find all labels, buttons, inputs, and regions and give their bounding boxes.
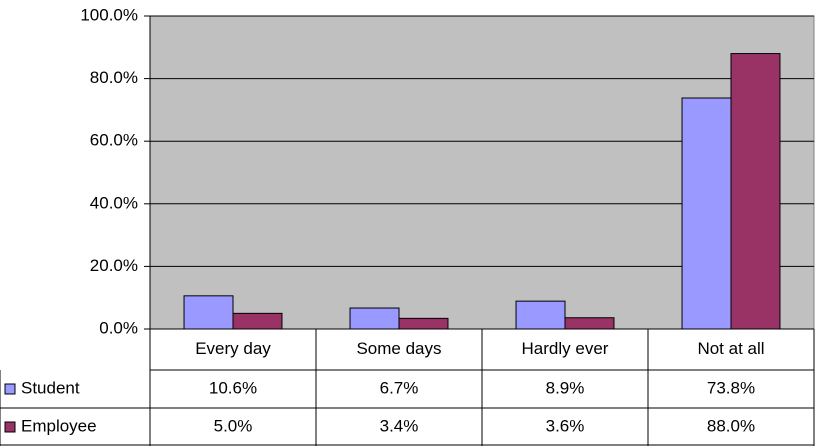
x-tick-label: Every day bbox=[195, 339, 271, 358]
y-tick-label: 0.0% bbox=[99, 318, 138, 337]
legend-label: Employee bbox=[21, 416, 97, 435]
x-tick-label: Not at all bbox=[697, 339, 764, 358]
data-table-cell: 6.7% bbox=[380, 378, 419, 397]
data-table-cell: 5.0% bbox=[214, 416, 253, 435]
bar bbox=[398, 317, 449, 330]
data-table-cell: 10.6% bbox=[209, 378, 257, 397]
bar bbox=[183, 295, 234, 330]
bar bbox=[730, 53, 781, 330]
y-tick-label: 80.0% bbox=[90, 68, 138, 87]
data-table-cell: 88.0% bbox=[707, 416, 755, 435]
data-table-cell: 8.9% bbox=[546, 378, 585, 397]
bar bbox=[564, 317, 615, 330]
bar bbox=[681, 97, 732, 330]
data-table-cell: 3.6% bbox=[546, 416, 585, 435]
data-table-cell: 3.4% bbox=[380, 416, 419, 435]
y-tick-label: 60.0% bbox=[90, 131, 138, 150]
bar bbox=[232, 312, 283, 330]
y-tick-label: 40.0% bbox=[90, 193, 138, 212]
bar bbox=[515, 300, 566, 330]
legend-key bbox=[4, 421, 16, 433]
x-tick-label: Hardly ever bbox=[522, 339, 609, 358]
y-tick-label: 20.0% bbox=[90, 256, 138, 275]
legend-label: Student bbox=[21, 378, 80, 397]
bar bbox=[349, 307, 400, 330]
legend-key bbox=[4, 383, 16, 395]
y-tick-label: 100.0% bbox=[80, 5, 138, 24]
x-tick-label: Some days bbox=[356, 339, 441, 358]
data-table-cell: 73.8% bbox=[707, 378, 755, 397]
